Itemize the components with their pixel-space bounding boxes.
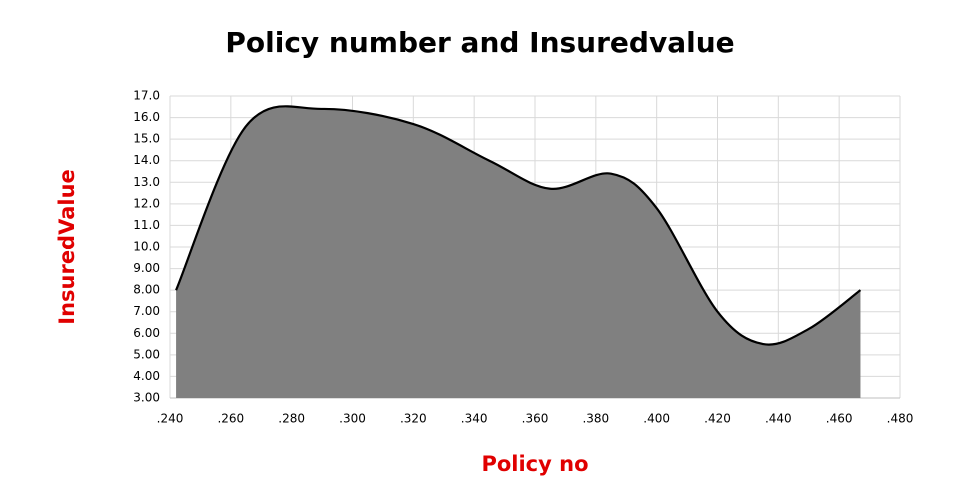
- y-axis-title: InsuredValue: [55, 169, 79, 325]
- x-tick-label: .240: [157, 412, 184, 426]
- x-tick-label: .300: [339, 412, 366, 426]
- x-tick-label: .380: [582, 412, 609, 426]
- y-tick-label: 14.0: [133, 153, 160, 167]
- y-tick-label: 17.0: [133, 89, 160, 103]
- x-tick-label: .400: [643, 412, 670, 426]
- x-tick-label: .460: [826, 412, 853, 426]
- y-tick-label: 6.00: [133, 326, 160, 340]
- y-tick-label: 4.00: [133, 369, 160, 383]
- y-tick-label: 11.0: [133, 218, 160, 232]
- y-tick-label: 7.00: [133, 304, 160, 318]
- x-tick-label: .340: [461, 412, 488, 426]
- chart-title: Policy number and Insuredvalue: [225, 26, 734, 59]
- line: [175, 105, 862, 346]
- y-tick-label: 5.00: [133, 347, 160, 361]
- x-tick-label: .480: [887, 412, 914, 426]
- area: [176, 106, 861, 398]
- y-tick-label: 10.0: [133, 240, 160, 254]
- x-tick-label: .320: [400, 412, 427, 426]
- y-tick-label: 3.00: [133, 391, 160, 405]
- y-tick-label: 15.0: [133, 132, 160, 146]
- y-tick-label: 8.00: [133, 283, 160, 297]
- x-tick-label: .260: [217, 412, 244, 426]
- x-tick-label: .280: [278, 412, 305, 426]
- y-tick-label: 16.0: [133, 110, 160, 124]
- y-tick-label: 12.0: [133, 196, 160, 210]
- x-tick-label: .360: [522, 412, 549, 426]
- y-tick-label: 9.00: [133, 261, 160, 275]
- x-tick-label: .440: [765, 412, 792, 426]
- y-tick-label: 13.0: [133, 175, 160, 189]
- x-axis-title: Policy no: [481, 452, 588, 476]
- x-tick-label: .420: [704, 412, 731, 426]
